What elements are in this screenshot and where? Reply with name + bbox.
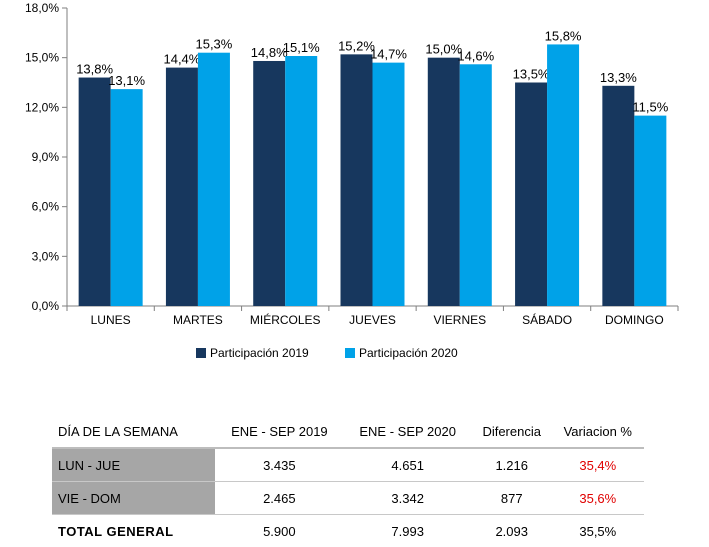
table-row: LUN - JUE 3.435 4.651 1.216 35,4% [52, 448, 644, 482]
header-variacion: Variacion % [552, 415, 644, 448]
total-variacion: 35,5% [552, 515, 644, 547]
bar-2019 [79, 78, 111, 306]
data-label: 15,8% [545, 28, 582, 43]
cell-diferencia: 1.216 [472, 448, 552, 482]
cell-variacion: 35,6% [552, 482, 644, 515]
y-tick-label: 9,0% [32, 150, 60, 164]
table-header-row: DÍA DE LA SEMANA ENE - SEP 2019 ENE - SE… [52, 415, 644, 448]
bar-2019 [253, 61, 285, 306]
bar-2020 [111, 89, 143, 306]
table-row: VIE - DOM 2.465 3.342 877 35,6% [52, 482, 644, 515]
data-label: 14,6% [457, 48, 494, 63]
bar-2019 [515, 83, 547, 307]
total-diferencia: 2.093 [472, 515, 552, 547]
cell-2020: 4.651 [344, 448, 472, 482]
x-tick-label: SÁBADO [522, 312, 572, 327]
header-diferencia: Diferencia [472, 415, 552, 448]
table-total-row: TOTAL GENERAL 5.900 7.993 2.093 35,5% [52, 515, 644, 547]
legend-label: Participación 2020 [359, 346, 458, 360]
y-tick-label: 3,0% [32, 249, 60, 263]
bar-2020 [198, 53, 230, 306]
y-tick-label: 6,0% [32, 200, 60, 214]
y-tick-label: 0,0% [32, 299, 60, 313]
legend-swatch [345, 348, 355, 358]
bar-2019 [428, 58, 460, 306]
x-tick-label: LUNES [91, 313, 131, 327]
x-tick-label: MARTES [173, 313, 223, 327]
bar-2020 [460, 64, 492, 306]
bar-2019 [341, 54, 373, 306]
legend-swatch [196, 348, 206, 358]
bar-2020 [285, 56, 317, 306]
x-tick-label: JUEVES [349, 313, 396, 327]
cell-2019: 2.465 [215, 482, 343, 515]
header-dia: DÍA DE LA SEMANA [52, 415, 215, 448]
total-2020: 7.993 [344, 515, 472, 547]
y-tick-label: 12,0% [25, 100, 59, 114]
data-label: 13,1% [108, 73, 145, 88]
cell-2019: 3.435 [215, 448, 343, 482]
y-tick-label: 15,0% [25, 51, 59, 65]
header-2019: ENE - SEP 2019 [215, 415, 343, 448]
data-label: 14,4% [163, 52, 200, 67]
data-label: 13,3% [600, 70, 637, 85]
data-label: 11,5% [632, 100, 668, 115]
cell-diferencia: 877 [472, 482, 552, 515]
total-2019: 5.900 [215, 515, 343, 547]
bar-2019 [166, 68, 198, 306]
bar-2020 [634, 116, 666, 306]
header-2020: ENE - SEP 2020 [344, 415, 472, 448]
x-tick-label: MIÉRCOLES [250, 312, 321, 327]
row-label: VIE - DOM [52, 482, 215, 515]
data-label: 14,7% [370, 47, 407, 62]
x-tick-label: VIERNES [433, 313, 486, 327]
total-label: TOTAL GENERAL [52, 515, 215, 547]
cell-variacion: 35,4% [552, 448, 644, 482]
row-label: LUN - JUE [52, 448, 215, 482]
cell-2020: 3.342 [344, 482, 472, 515]
data-label: 13,5% [513, 67, 550, 82]
data-label: 15,3% [195, 37, 232, 52]
bar-chart: 0,0%3,0%6,0%9,0%12,0%15,0%18,0%13,8%13,1… [0, 0, 709, 400]
y-tick-label: 18,0% [25, 1, 59, 15]
bar-2019 [602, 86, 634, 306]
bar-2020 [547, 44, 579, 306]
summary-table: DÍA DE LA SEMANA ENE - SEP 2019 ENE - SE… [52, 415, 644, 547]
legend-label: Participación 2019 [210, 346, 309, 360]
bar-2020 [373, 63, 405, 306]
x-tick-label: DOMINGO [605, 313, 664, 327]
data-label: 15,1% [283, 40, 320, 55]
